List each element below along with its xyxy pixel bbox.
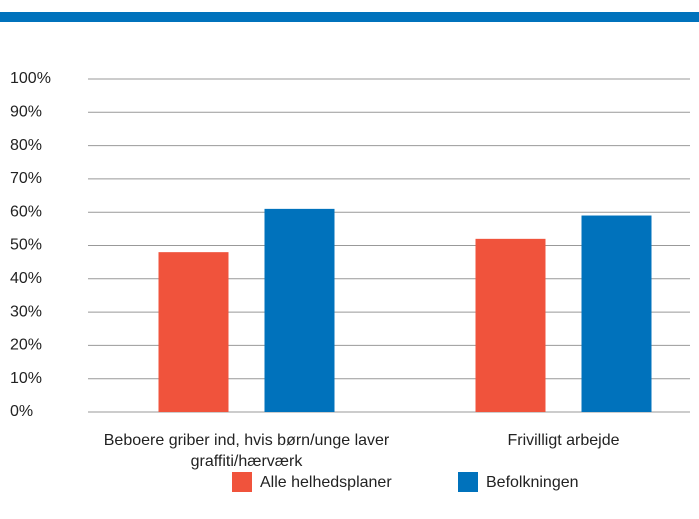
y-tick-label: 80% (10, 137, 42, 154)
bar (581, 215, 652, 412)
y-tick-label: 20% (10, 337, 42, 354)
y-tick-label: 60% (10, 203, 42, 220)
x-tick-label: Beboere griber ind, hvis børn/unge laver… (103, 432, 390, 470)
header-bar (0, 12, 699, 22)
y-tick-label: 10% (10, 370, 42, 387)
y-tick-label: 100% (10, 70, 51, 87)
y-tick-label: 30% (10, 303, 42, 320)
y-tick-label: 50% (10, 237, 42, 254)
bar (475, 238, 546, 412)
x-tick-label: Frivilligt arbejde (507, 432, 620, 449)
bar (158, 252, 229, 412)
legend-swatch (458, 472, 478, 492)
y-tick-label: 0% (10, 403, 33, 420)
bar (264, 208, 335, 412)
y-tick-label: 40% (10, 270, 42, 287)
y-tick-label: 90% (10, 104, 42, 121)
legend-swatch (232, 472, 252, 492)
legend-label: Alle helhedsplaner (260, 474, 392, 491)
legend-label: Befolkningen (486, 474, 579, 491)
y-tick-label: 70% (10, 170, 42, 187)
